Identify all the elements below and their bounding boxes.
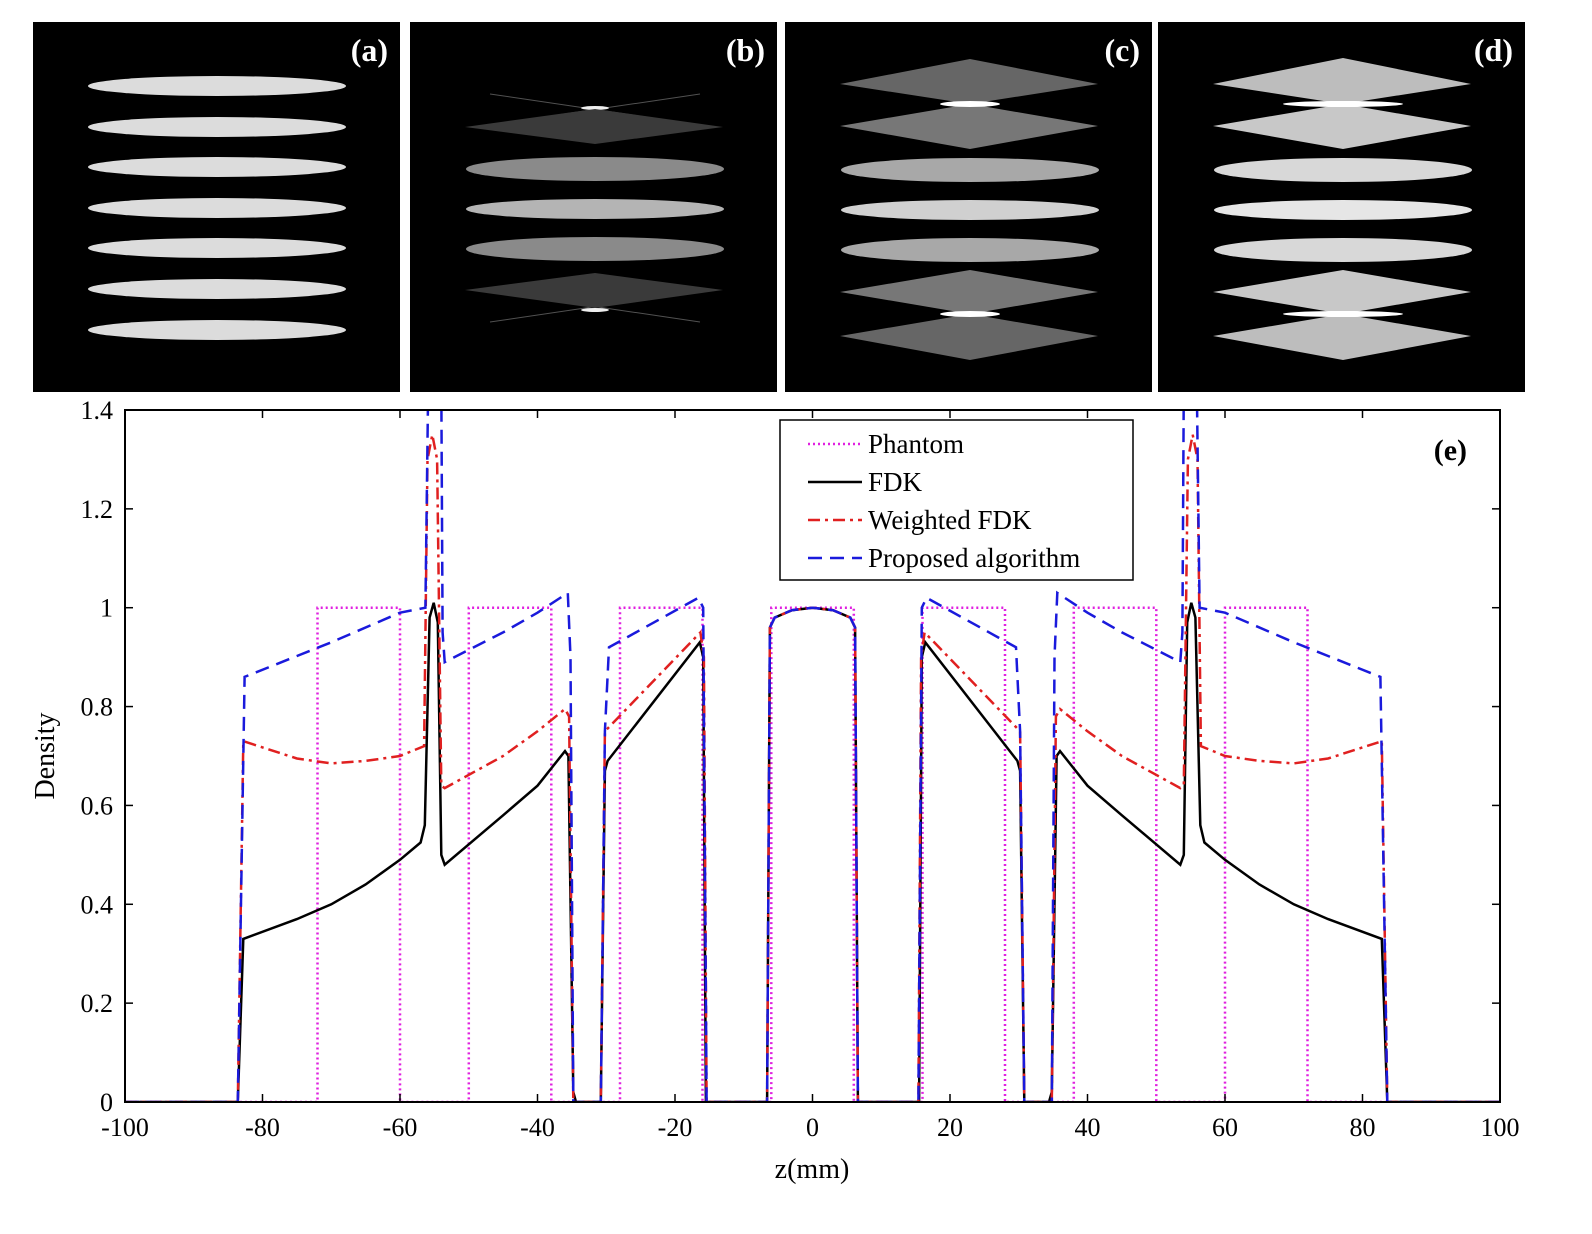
- panel-label: (b): [725, 32, 765, 68]
- proposed-slice-image: [1213, 58, 1472, 360]
- x-tick-label: 40: [1075, 1113, 1101, 1142]
- x-tick-label: -100: [101, 1113, 149, 1142]
- y-tick-label: 0.8: [81, 693, 114, 722]
- fdk-slice-image: [465, 93, 724, 323]
- x-tick-label: -80: [245, 1113, 280, 1142]
- y-tick-label: 0.4: [81, 890, 114, 919]
- x-tick-label: 100: [1481, 1113, 1520, 1142]
- legend-label: FDK: [868, 467, 923, 497]
- series-line-proposed-algorithm: [125, 410, 1500, 1102]
- x-axis-label: z(mm): [775, 1154, 850, 1185]
- y-tick-label: 1: [100, 594, 113, 623]
- y-tick-label: 0.2: [81, 989, 114, 1018]
- y-axis-label: Density: [30, 712, 61, 799]
- y-tick-label: 1.2: [81, 495, 114, 524]
- panel-d-image: (d): [1158, 22, 1525, 392]
- x-tick-label: 0: [806, 1113, 819, 1142]
- x-tick-label: -60: [383, 1113, 418, 1142]
- weighted-fdk-slice-image: [840, 59, 1099, 360]
- x-tick-label: 60: [1212, 1113, 1238, 1142]
- legend: Phantom FDK Weighted FDK Proposed algorithm: [779, 419, 1134, 581]
- panel-c-image: (c): [785, 22, 1152, 392]
- y-tick-label: 1.4: [81, 396, 114, 425]
- panel-label: (d): [1473, 32, 1513, 68]
- y-tick-label: 0: [100, 1088, 113, 1117]
- series-line-phantom: [125, 606, 1500, 1102]
- legend-label: Weighted FDK: [868, 505, 1032, 535]
- legend-label: Proposed algorithm: [868, 543, 1080, 573]
- panel-b-image: (b): [410, 22, 777, 392]
- panel-e-label: (e): [1434, 434, 1467, 467]
- legend-label: Phantom: [868, 429, 964, 459]
- panel-a-image: (a): [33, 22, 400, 392]
- y-tick-label: 0.6: [81, 791, 114, 820]
- x-tick-label: -40: [520, 1113, 555, 1142]
- x-tick-label: 80: [1350, 1113, 1376, 1142]
- panel-label: (c): [1104, 32, 1140, 68]
- legend-box: [779, 419, 1134, 581]
- series-line-fdk: [125, 602, 1500, 1102]
- x-tick-label: -20: [658, 1113, 693, 1142]
- panel-label: (a): [350, 32, 388, 68]
- phantom-slice-image: [88, 76, 346, 340]
- x-tick-label: 20: [937, 1113, 963, 1142]
